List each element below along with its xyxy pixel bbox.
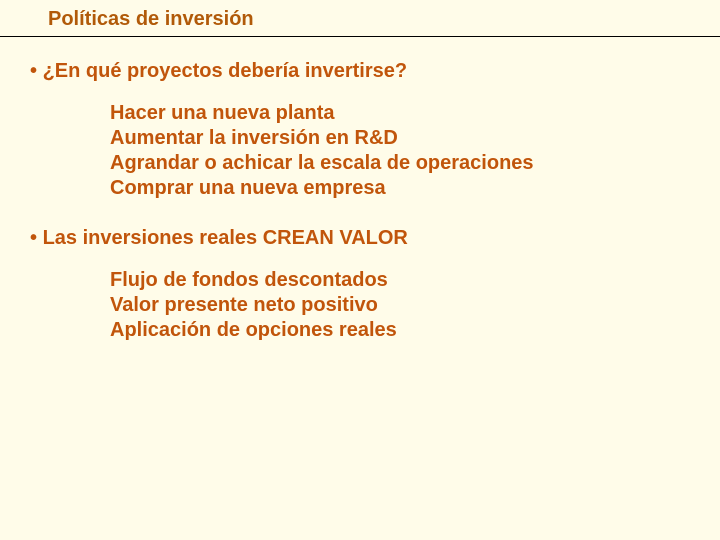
slide-body: • ¿En qué proyectos debería invertirse? … [30, 60, 690, 369]
sublist-2: Flujo de fondos descontados Valor presen… [110, 268, 690, 343]
list-item: Aumentar la inversión en R&D [110, 126, 690, 151]
list-item: Flujo de fondos descontados [110, 268, 690, 293]
list-item: Valor presente neto positivo [110, 293, 690, 318]
title-underline [0, 36, 720, 37]
slide-title: Políticas de inversión [48, 8, 254, 31]
list-item: Agrandar o achicar la escala de operacio… [110, 151, 690, 176]
bullet-2-text: Las inversiones reales CREAN VALOR [43, 227, 408, 249]
slide: Políticas de inversión • ¿En qué proyect… [0, 0, 720, 540]
list-item: Comprar una nueva empresa [110, 176, 690, 201]
sublist-1: Hacer una nueva planta Aumentar la inver… [110, 101, 690, 201]
bullet-1: • ¿En qué proyectos debería invertirse? [30, 60, 690, 83]
list-item: Hacer una nueva planta [110, 101, 690, 126]
list-item: Aplicación de opciones reales [110, 318, 690, 343]
bullet-2: • Las inversiones reales CREAN VALOR [30, 227, 690, 250]
bullet-1-text: ¿En qué proyectos debería invertirse? [43, 60, 408, 82]
